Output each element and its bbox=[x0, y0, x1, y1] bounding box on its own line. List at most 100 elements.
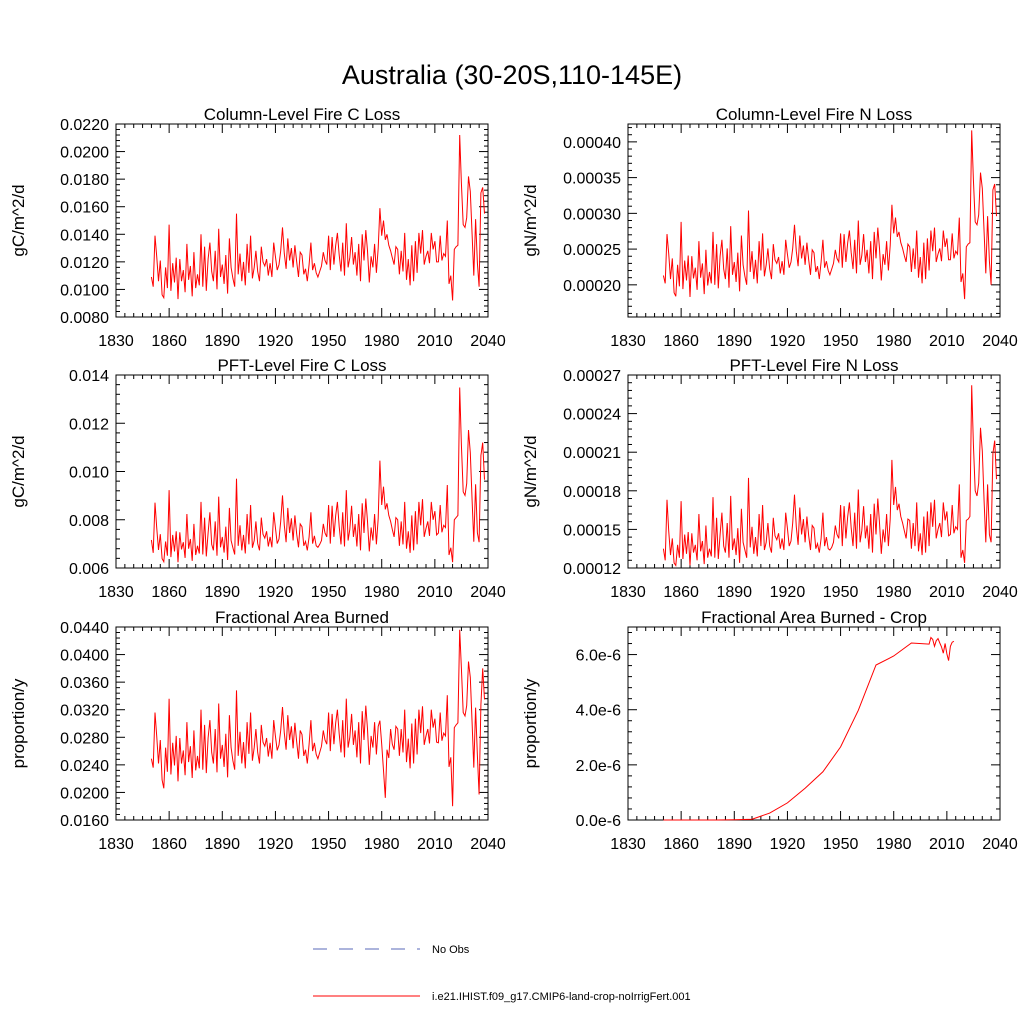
y-tick-label: 0.0180 bbox=[60, 172, 109, 189]
y-tick-label: 0.0080 bbox=[60, 310, 109, 327]
y-tick-label: 0.00040 bbox=[563, 135, 621, 152]
x-tick-label: 1920 bbox=[770, 836, 806, 853]
x-tick-label: 1920 bbox=[770, 333, 806, 350]
y-tick-label: 4.0e-6 bbox=[576, 703, 621, 720]
x-tick-label: 1860 bbox=[663, 333, 699, 350]
y-tick-label: 0.0320 bbox=[60, 703, 109, 720]
x-tick-label: 1860 bbox=[151, 333, 187, 350]
panel-pft-level-fire-c-loss: PFT-Level Fire C Loss gC/m^2/d 1830 1860 189… bbox=[9, 356, 506, 601]
y-axis-label: gN/m^2/d bbox=[521, 184, 540, 256]
y-tick-label: 0.00021 bbox=[563, 445, 621, 462]
panel-title: PFT-Level Fire N Loss bbox=[729, 356, 898, 375]
x-tick-label: 1890 bbox=[204, 333, 240, 350]
y-tick-label: 0.0e-6 bbox=[576, 813, 621, 830]
x-tick-label: 2040 bbox=[982, 584, 1018, 601]
y-tick-label: 2.0e-6 bbox=[576, 758, 621, 775]
x-tick-label: 2040 bbox=[982, 333, 1018, 350]
x-tick-label: 1920 bbox=[258, 333, 294, 350]
y-tick-label: 0.0160 bbox=[60, 813, 109, 830]
x-tick-label: 1980 bbox=[876, 333, 912, 350]
panel-column-level-fire-n-loss: Column-Level Fire N Loss gN/m^2/d 1830 1860… bbox=[521, 105, 1018, 350]
y-tick-label: 0.0440 bbox=[60, 620, 109, 637]
x-tick-label: 2040 bbox=[982, 836, 1018, 853]
y-axis-label: gC/m^2/d bbox=[9, 184, 28, 256]
x-tick-label: 2010 bbox=[929, 836, 965, 853]
y-tick-label: 0.0200 bbox=[60, 785, 109, 802]
plot-frame bbox=[627, 626, 1001, 821]
y-tick-label: 0.0220 bbox=[60, 117, 109, 134]
main-title: Australia (30-20S,110-145E) bbox=[342, 60, 682, 90]
x-tick-label: 2010 bbox=[929, 333, 965, 350]
panel-title: Column-Level Fire N Loss bbox=[716, 105, 913, 124]
x-tick-label: 1860 bbox=[663, 836, 699, 853]
y-axis-label: gN/m^2/d bbox=[521, 435, 540, 507]
panel-title: Fractional Area Burned bbox=[215, 608, 389, 627]
x-tick-label: 1830 bbox=[98, 333, 134, 350]
x-tick-label: 2040 bbox=[470, 584, 506, 601]
panel-fractional-area-burned-crop: Fractional Area Burned - Crop proportion/… bbox=[521, 608, 1018, 853]
panel-title: Column-Level Fire C Loss bbox=[204, 105, 401, 124]
y-tick-label: 0.0160 bbox=[60, 200, 109, 217]
y-tick-label: 0.014 bbox=[69, 368, 109, 385]
y-tick-label: 0.00018 bbox=[563, 484, 621, 501]
x-tick-label: 2040 bbox=[470, 333, 506, 350]
x-tick-label: 1890 bbox=[716, 584, 752, 601]
y-tick-label: 0.00015 bbox=[563, 522, 621, 539]
y-axis-label: gC/m^2/d bbox=[9, 435, 28, 507]
y-tick-label: 0.00027 bbox=[563, 368, 621, 385]
y-tick-label: 0.00024 bbox=[563, 407, 621, 424]
x-tick-label: 1950 bbox=[823, 333, 859, 350]
series-line bbox=[150, 387, 485, 564]
x-tick-label: 1950 bbox=[823, 836, 859, 853]
x-tick-label: 2040 bbox=[470, 836, 506, 853]
y-tick-label: 0.010 bbox=[69, 465, 109, 482]
x-tick-label: 1920 bbox=[258, 584, 294, 601]
x-tick-label: 1980 bbox=[876, 584, 912, 601]
x-tick-label: 1860 bbox=[151, 584, 187, 601]
series-line bbox=[150, 134, 485, 301]
x-tick-label: 1860 bbox=[663, 584, 699, 601]
x-tick-label: 2010 bbox=[417, 836, 453, 853]
y-tick-label: 0.0400 bbox=[60, 648, 109, 665]
x-tick-label: 2010 bbox=[417, 333, 453, 350]
y-axis-label: proportion/y bbox=[521, 678, 540, 768]
x-tick-label: 1890 bbox=[716, 836, 752, 853]
y-tick-label: 0.008 bbox=[69, 513, 109, 530]
y-tick-label: 0.012 bbox=[69, 416, 109, 433]
y-tick-label: 0.00030 bbox=[563, 206, 621, 223]
legend-label-no-obs: No Obs bbox=[432, 944, 470, 956]
y-tick-label: 0.00012 bbox=[563, 561, 621, 578]
x-tick-label: 1830 bbox=[98, 836, 134, 853]
x-tick-label: 2010 bbox=[417, 584, 453, 601]
x-tick-label: 1980 bbox=[364, 333, 400, 350]
x-tick-label: 1950 bbox=[823, 584, 859, 601]
x-tick-label: 1830 bbox=[610, 333, 646, 350]
series-line bbox=[663, 636, 955, 821]
panel-pft-level-fire-n-loss: PFT-Level Fire N Loss gN/m^2/d 1830 1860 189… bbox=[521, 356, 1018, 601]
panel-title: PFT-Level Fire C Loss bbox=[217, 356, 386, 375]
x-tick-label: 2010 bbox=[929, 584, 965, 601]
x-tick-label: 1920 bbox=[258, 836, 294, 853]
y-tick-label: 0.0120 bbox=[60, 255, 109, 272]
panel-fractional-area-burned: Fractional Area Burned proportion/y 1830 18… bbox=[9, 608, 506, 853]
series-line bbox=[662, 385, 997, 567]
x-tick-label: 1890 bbox=[716, 333, 752, 350]
x-tick-label: 1830 bbox=[610, 836, 646, 853]
y-tick-label: 0.0100 bbox=[60, 282, 109, 299]
plot-frame bbox=[115, 123, 489, 318]
y-tick-label: 0.0280 bbox=[60, 730, 109, 747]
x-tick-label: 1980 bbox=[364, 584, 400, 601]
y-tick-label: 0.0240 bbox=[60, 758, 109, 775]
x-tick-label: 1860 bbox=[151, 836, 187, 853]
series-line bbox=[662, 130, 997, 300]
y-tick-label: 0.00035 bbox=[563, 171, 621, 188]
series-line bbox=[150, 629, 485, 807]
y-tick-label: 0.006 bbox=[69, 561, 109, 578]
x-tick-label: 1830 bbox=[610, 584, 646, 601]
y-tick-label: 6.0e-6 bbox=[576, 648, 621, 665]
x-tick-label: 1980 bbox=[876, 836, 912, 853]
plot-frame bbox=[627, 123, 1001, 318]
y-axis-label: proportion/y bbox=[9, 678, 28, 768]
x-tick-label: 1890 bbox=[204, 836, 240, 853]
